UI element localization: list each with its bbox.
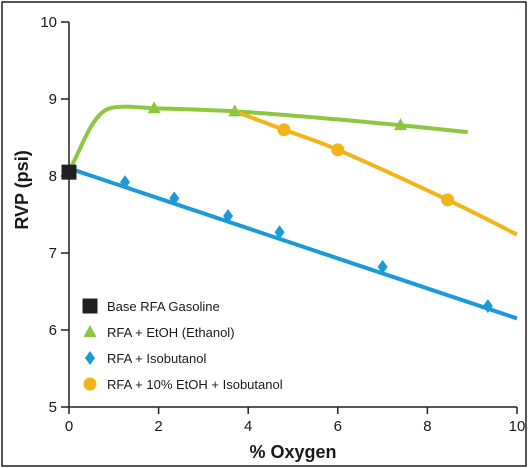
y-tick-label: 7 <box>49 245 57 262</box>
data-point-s3-0 <box>277 123 291 137</box>
series-line-2 <box>68 166 518 321</box>
y-tick-label: 10 <box>40 14 57 31</box>
legend-label-0: Base RFA Gasoline <box>107 299 220 314</box>
legend-box <box>76 290 338 398</box>
x-tick-label: 2 <box>154 418 162 435</box>
legend-label-1: RFA + EtOH (Ethanol) <box>107 325 235 340</box>
y-tick-label: 5 <box>49 399 57 416</box>
legend-marker-3 <box>83 377 97 391</box>
data-point-s2-1 <box>169 191 180 206</box>
x-tick-label: 10 <box>509 418 526 435</box>
data-point-s2-2 <box>223 209 234 224</box>
legend-marker-2 <box>85 351 95 365</box>
x-tick-label: 0 <box>65 418 73 435</box>
y-axis-title: RVP (psi) <box>12 150 32 229</box>
plot-layer <box>61 101 518 321</box>
x-tick-label: 8 <box>423 418 431 435</box>
legend-marker-1 <box>83 325 97 337</box>
data-point-s2-4 <box>377 259 388 274</box>
legend: Base RFA Gasoline RFA + EtOH (Ethanol) RFA… <box>82 298 283 392</box>
series-line-1 <box>67 104 468 173</box>
y-tick-label: 8 <box>49 168 57 185</box>
legend-label-3: RFA + 10% EtOH + Isobutanol <box>107 377 283 392</box>
data-point-s1-2 <box>394 118 408 131</box>
data-point-s1-1 <box>228 104 242 117</box>
x-axis-title: % Oxygen <box>249 442 336 462</box>
x-tick-label: 4 <box>244 418 252 435</box>
data-point-s2-0 <box>120 175 130 190</box>
data-point-s2-5 <box>482 299 493 314</box>
data-point-s2-3 <box>274 225 285 240</box>
data-point-s1-0 <box>147 101 161 114</box>
y-tick-label: 9 <box>49 91 57 108</box>
y-tick-label: 6 <box>49 322 57 339</box>
legend-marker-0 <box>82 298 98 314</box>
legend-label-2: RFA + Isobutanol <box>107 351 206 366</box>
axes-layer: 5 6 7 8 9 10 0 2 4 6 8 10 <box>40 14 525 435</box>
data-point-s3-2 <box>441 193 455 207</box>
series-line-3 <box>234 109 518 237</box>
x-tick-label: 6 <box>334 418 342 435</box>
data-point-s3-1 <box>331 143 345 157</box>
